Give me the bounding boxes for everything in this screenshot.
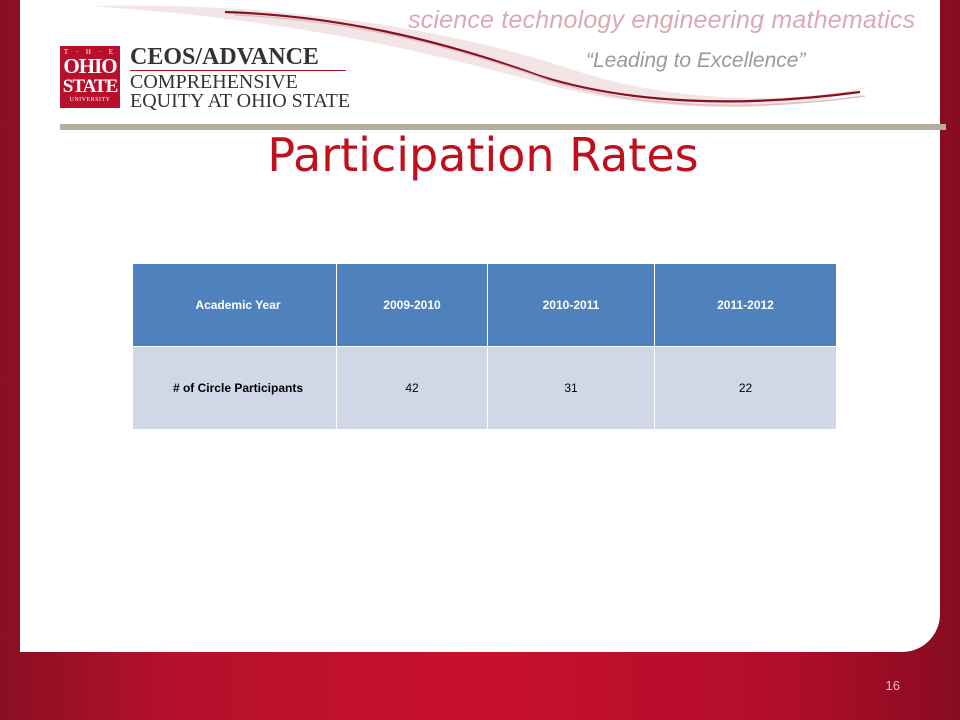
logo-the: T · H · E (63, 48, 117, 56)
logo-state: STATE (62, 76, 119, 97)
stem-tagline: science technology engineering mathemati… (408, 6, 916, 34)
header-cell-2009-2010: 2009-2010 (336, 263, 488, 347)
cell-2011-2012: 22 (654, 346, 837, 430)
participation-table: Academic Year 2009-2010 2010-2011 2011-2… (132, 263, 837, 430)
osu-logo: T · H · E OHIO STATE UNIVERSITY (60, 46, 120, 108)
row-label-circle-participants: # of Circle Participants (132, 346, 337, 430)
program-title-rule (130, 70, 346, 71)
slide: science technology engineering mathemati… (20, 0, 946, 652)
program-title: CEOS/ADVANCE (130, 44, 319, 70)
table-row: # of Circle Participants 42 31 22 (132, 346, 837, 430)
page-number: 16 (885, 678, 900, 693)
cell-2009-2010: 42 (336, 346, 488, 430)
header-cell-2011-2012: 2011-2012 (654, 263, 837, 347)
table-header-row: Academic Year 2009-2010 2010-2011 2011-2… (132, 263, 837, 347)
motto-text: “Leading to Excellence” (586, 49, 806, 72)
program-subtitle-1: COMPREHENSIVE (130, 71, 298, 93)
header-divider (60, 124, 946, 130)
header-swoosh (90, 5, 870, 108)
page-title: Participation Rates (267, 128, 699, 182)
logo-university: UNIVERSITY (69, 97, 111, 103)
program-subtitle-2: EQUITY AT OHIO STATE (130, 90, 351, 112)
cell-2010-2011: 31 (487, 346, 655, 430)
logo-ohio: OHIO (63, 54, 117, 78)
header-cell-2010-2011: 2010-2011 (487, 263, 655, 347)
header-cell-academic-year: Academic Year (132, 263, 337, 347)
